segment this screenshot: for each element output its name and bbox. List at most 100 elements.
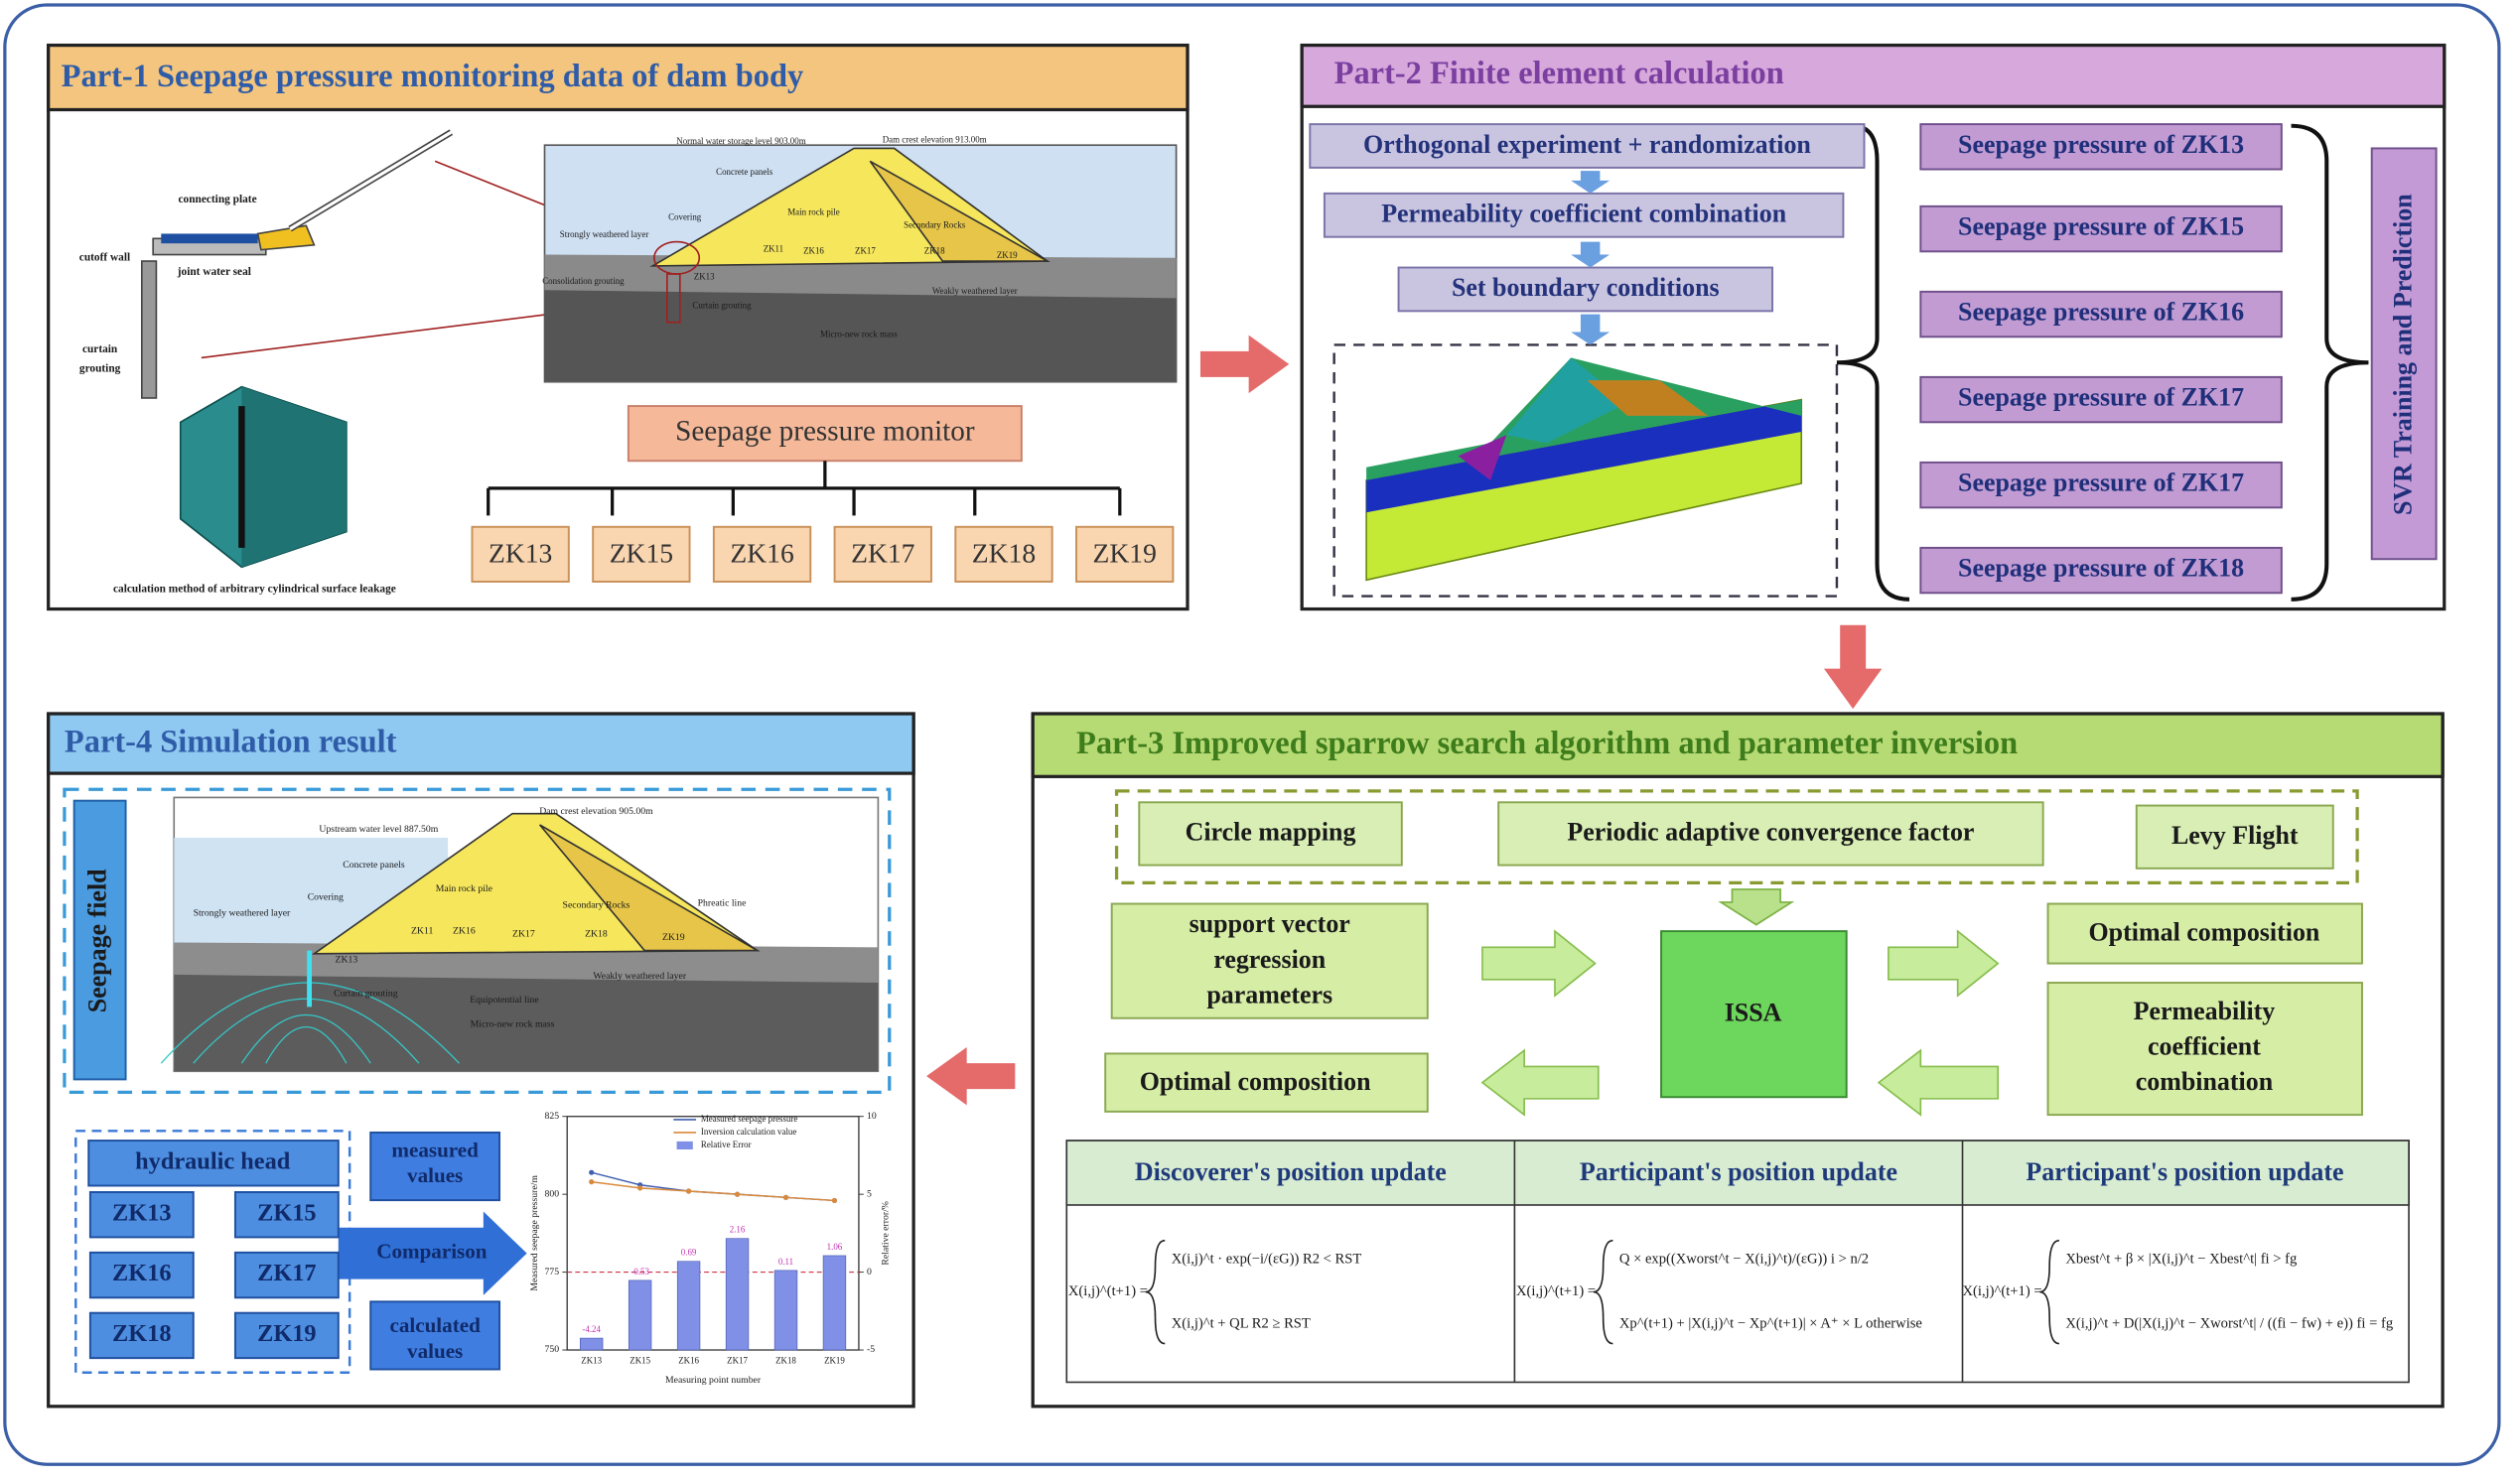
y-tick-label: 775 [545, 1267, 560, 1277]
dam-label: Curtain grouting [334, 989, 398, 1000]
svr-params-label: parameters [1206, 981, 1332, 1009]
formula: Xbest^t + β × |X(i,j)^t − Xbest^t| fi > … [2065, 1251, 2298, 1267]
point-box [712, 525, 812, 583]
bracket [487, 461, 1122, 516]
output-box [1919, 123, 2283, 171]
point-box [471, 525, 570, 583]
svr-params-label: support vector [1190, 909, 1350, 938]
dam-label: ZK19 [662, 932, 685, 943]
seepage-field-drawing [160, 796, 880, 1073]
output-label: Seepage pressure of ZK16 [1958, 298, 2244, 327]
legend-swatch [676, 1141, 693, 1149]
dam-label: Strongly weathered layer [560, 229, 649, 239]
dam-label: ZK13 [336, 955, 358, 966]
output-label: Seepage pressure of ZK17 [1958, 469, 2244, 497]
side-label: Seepage field [83, 869, 112, 1012]
output-label: Seepage pressure of ZK17 [1958, 383, 2244, 412]
svr-label: SVR Training and Prediction [2389, 194, 2418, 515]
permeability-label: combination [2136, 1067, 2274, 1096]
value-label: -4.24 [582, 1324, 601, 1334]
permeability-box [2046, 982, 2363, 1117]
measured-label: measured [391, 1138, 479, 1161]
y-tick-label: 800 [545, 1188, 560, 1199]
y2-tick-label: 5 [867, 1188, 872, 1199]
dam-label: Main rock pile [436, 883, 492, 894]
side-label-box [72, 799, 127, 1081]
point-label: ZK13 [112, 1199, 171, 1226]
dam-label: ZK18 [585, 929, 608, 940]
formula: Xp^(t+1) + |X(i,j)^t − Xp^(t+1)| × A⁺ × … [1619, 1315, 1922, 1331]
dam-label: ZK11 [411, 925, 433, 936]
dam-label: Covering [308, 891, 344, 902]
dashed-frame [1114, 789, 2359, 885]
svr-params-box [1110, 902, 1429, 1019]
dam-label: Micro-new rock mass [820, 330, 898, 339]
update-header: Participant's position update [1580, 1157, 1897, 1186]
value-label: 1.06 [827, 1242, 843, 1252]
update-header: Discoverer's position update [1135, 1157, 1447, 1186]
hydraulic-head-label: hydraulic head [135, 1147, 291, 1174]
y2-tick-label: -5 [867, 1344, 875, 1355]
output-box [1919, 204, 2283, 253]
output-box [1919, 546, 2283, 595]
value-label: -0.53 [630, 1267, 649, 1277]
dam-label: Equipotential line [470, 995, 538, 1006]
calculated-box [369, 1300, 501, 1371]
part1-header [47, 43, 1190, 112]
svr-box [2370, 147, 2438, 561]
point-box [833, 525, 932, 583]
step-box [1323, 192, 1845, 238]
dam-label: Strongly weathered layer [194, 907, 291, 918]
arrow [1481, 929, 1597, 998]
y-tick-label: 750 [545, 1344, 560, 1355]
issa-label: ISSA [1725, 998, 1782, 1026]
point-box [592, 525, 691, 583]
point-label: ZK19 [1093, 537, 1157, 568]
plot-frame [566, 1116, 860, 1351]
point-label: ZK17 [851, 537, 914, 568]
strategy-box [1138, 801, 1403, 867]
optimal-box [2046, 902, 2363, 965]
dashed-frame [1332, 343, 1839, 598]
permeability-label: Permeability [2134, 997, 2276, 1025]
arrow [1571, 171, 1610, 194]
point-box [1075, 525, 1175, 583]
optimal-box [1104, 1052, 1429, 1113]
point-label: ZK18 [112, 1320, 171, 1347]
point-label: ZK19 [257, 1320, 316, 1347]
point-label: ZK13 [489, 537, 552, 568]
step-box [1309, 123, 1866, 169]
optimal-label: Optimal composition [1140, 1067, 1371, 1096]
issa-box [1660, 930, 1848, 1099]
point-box [233, 1251, 340, 1299]
point-box [954, 525, 1053, 583]
step-label: Permeability coefficient combination [1381, 200, 1787, 228]
x-tick-label: ZK15 [630, 1355, 650, 1365]
formula: X(i,j)^(t+1) = [1963, 1283, 2042, 1299]
arrow [1718, 888, 1795, 926]
point [831, 1197, 838, 1204]
table-header [1065, 1140, 2410, 1206]
step-label: Set boundary conditions [1452, 273, 1720, 302]
strategy-label: Periodic adaptive convergence factor [1567, 818, 1974, 847]
output-label: Seepage pressure of ZK18 [1958, 554, 2244, 583]
calculated-label: calculated [389, 1313, 481, 1337]
dam-label: Covering [668, 211, 702, 221]
formula: X(i,j)^t · exp(−i/(εG)) R2 < RST [1172, 1251, 1362, 1267]
formula: X(i,j)^(t+1) = [1516, 1283, 1596, 1299]
formula: X(i,j)^t + D(|X(i,j)^t − Xworst^t| / ((f… [2065, 1315, 2393, 1331]
point [782, 1194, 789, 1200]
dam-label: Phreatic line [698, 898, 747, 909]
arrow [1571, 314, 1610, 345]
measured-box [369, 1131, 501, 1202]
brace [2291, 123, 2369, 602]
calculated-label: values [407, 1339, 463, 1363]
point-box [88, 1191, 195, 1239]
y2-tick-label: 0 [867, 1267, 872, 1277]
part2-header [1300, 43, 2447, 108]
structure-label: grouting [79, 362, 121, 374]
point-label: ZK18 [972, 537, 1036, 568]
svr-params-label: regression [1213, 945, 1327, 974]
point-box [233, 1191, 340, 1239]
